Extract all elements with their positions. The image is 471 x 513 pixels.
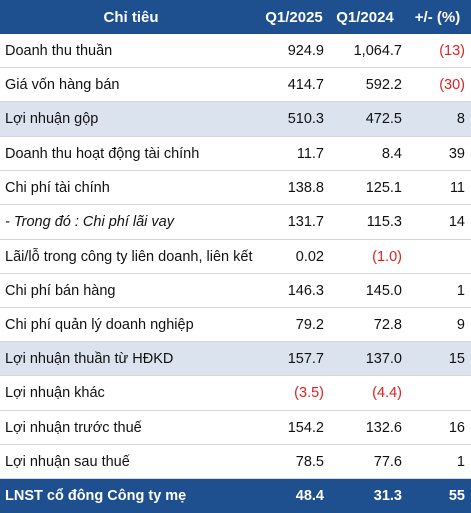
cell-change: (30) <box>439 76 465 93</box>
cell-q1-2024: 137.0 <box>365 350 402 367</box>
cell-q1-2024: (1.0) <box>372 248 402 265</box>
row-profit-before-tax: Lợi nhuận trước thuế 154.2 132.6 16 <box>0 411 471 445</box>
cell-q1-2025: 79.2 <box>295 316 324 333</box>
header-q1-2024: Q1/2024 <box>336 8 394 26</box>
row-admin-expenses: Chi phí quản lý doanh nghiệp 79.2 72.8 9 <box>0 308 471 342</box>
row-label: Lợi nhuận sau thuế <box>5 453 130 470</box>
cell-change: 1 <box>456 282 465 299</box>
row-label: Chi phí bán hàng <box>5 282 116 299</box>
row-cogs: Giá vốn hàng bán 414.7 592.2 (30) <box>0 68 471 102</box>
cell-q1-2025: 138.8 <box>287 179 324 196</box>
cell-change: 1 <box>456 453 465 470</box>
cell-q1-2025: 0.02 <box>295 248 324 265</box>
row-label: Lợi nhuận gộp <box>5 111 99 127</box>
cell-q1-2024: (4.4) <box>372 385 402 401</box>
cell-change: 11 <box>449 179 465 196</box>
row-selling-expenses: Chi phí bán hàng 146.3 145.0 1 <box>0 274 471 308</box>
row-label: Giá vốn hàng bán <box>5 76 120 93</box>
cell-q1-2024: 115.3 <box>366 214 402 230</box>
header-q1-2025: Q1/2025 <box>265 8 323 26</box>
table-header: Chỉ tiêu Q1/2025 Q1/2024 +/- (%) <box>0 0 471 34</box>
header-item: Chỉ tiêu <box>103 8 159 26</box>
cell-q1-2024: 472.5 <box>365 111 402 127</box>
cell-q1-2025: 11.7 <box>296 145 324 162</box>
cell-q1-2025: (3.5) <box>294 385 324 401</box>
cell-q1-2025: 510.3 <box>287 111 324 127</box>
row-jv-profit-loss: Lãi/lỗ trong công ty liên doanh, liên kế… <box>0 240 471 274</box>
cell-q1-2025: 48.4 <box>295 488 324 504</box>
row-label: Lợi nhuận khác <box>5 385 105 401</box>
cell-change: 55 <box>448 488 465 504</box>
cell-q1-2025: 157.7 <box>287 350 324 367</box>
cell-q1-2025: 924.9 <box>287 42 324 59</box>
row-label: Chi phí tài chính <box>5 179 110 196</box>
row-label: Chi phí quản lý doanh nghiệp <box>5 316 194 333</box>
cell-q1-2024: 132.6 <box>365 419 402 436</box>
cell-q1-2024: 31.3 <box>373 488 402 504</box>
row-interest-expense: - Trong đó : Chi phí lãi vay 131.7 115.3… <box>0 205 471 240</box>
cell-change: 14 <box>448 214 465 230</box>
cell-change: 8 <box>456 111 465 127</box>
cell-q1-2025: 154.2 <box>287 419 324 436</box>
cell-q1-2024: 125.1 <box>365 179 402 196</box>
cell-q1-2025: 146.3 <box>287 282 324 299</box>
cell-q1-2024: 592.2 <box>365 76 402 93</box>
row-financial-expenses: Chi phí tài chính 138.8 125.1 11 <box>0 171 471 205</box>
cell-change: 9 <box>456 316 465 333</box>
row-label: Lãi/lỗ trong công ty liên doanh, liên kế… <box>5 248 253 265</box>
cell-q1-2025: 78.5 <box>295 453 324 470</box>
row-label: Lợi nhuận thuần từ HĐKD <box>5 350 174 367</box>
cell-q1-2024: 1,064.7 <box>353 42 402 59</box>
cell-q1-2024: 77.6 <box>373 453 402 470</box>
row-other-profit: Lợi nhuận khác (3.5) (4.4) <box>0 376 471 411</box>
row-label: LNST cổ đông Công ty mẹ <box>5 488 187 504</box>
cell-change: 39 <box>448 145 465 162</box>
cell-change: (13) <box>439 42 465 59</box>
row-label: - Trong đó : Chi phí lãi vay <box>5 214 174 230</box>
cell-q1-2025: 414.7 <box>287 76 324 93</box>
cell-q1-2024: 145.0 <box>365 282 402 299</box>
cell-change: 16 <box>448 419 465 436</box>
row-profit-after-tax: Lợi nhuận sau thuế 78.5 77.6 1 <box>0 445 471 479</box>
row-financial-income: Doanh thu hoạt động tài chính 11.7 8.4 3… <box>0 137 471 171</box>
header-change: +/- (%) <box>414 8 461 26</box>
cell-q1-2025: 131.7 <box>287 214 324 230</box>
row-net-revenue: Doanh thu thuần 924.9 1,064.7 (13) <box>0 34 471 68</box>
cell-change: 15 <box>448 350 465 367</box>
row-label: Lợi nhuận trước thuế <box>5 419 142 436</box>
row-operating-profit: Lợi nhuận thuần từ HĐKD 157.7 137.0 15 <box>0 342 471 376</box>
row-parent-net-profit: LNST cổ đông Công ty mẹ 48.4 31.3 55 <box>0 479 471 513</box>
cell-q1-2024: 72.8 <box>373 316 402 333</box>
cell-q1-2024: 8.4 <box>381 145 402 162</box>
row-label: Doanh thu thuần <box>5 42 113 59</box>
row-label: Doanh thu hoạt động tài chính <box>5 145 200 162</box>
row-gross-profit: Lợi nhuận gộp 510.3 472.5 8 <box>0 102 471 137</box>
